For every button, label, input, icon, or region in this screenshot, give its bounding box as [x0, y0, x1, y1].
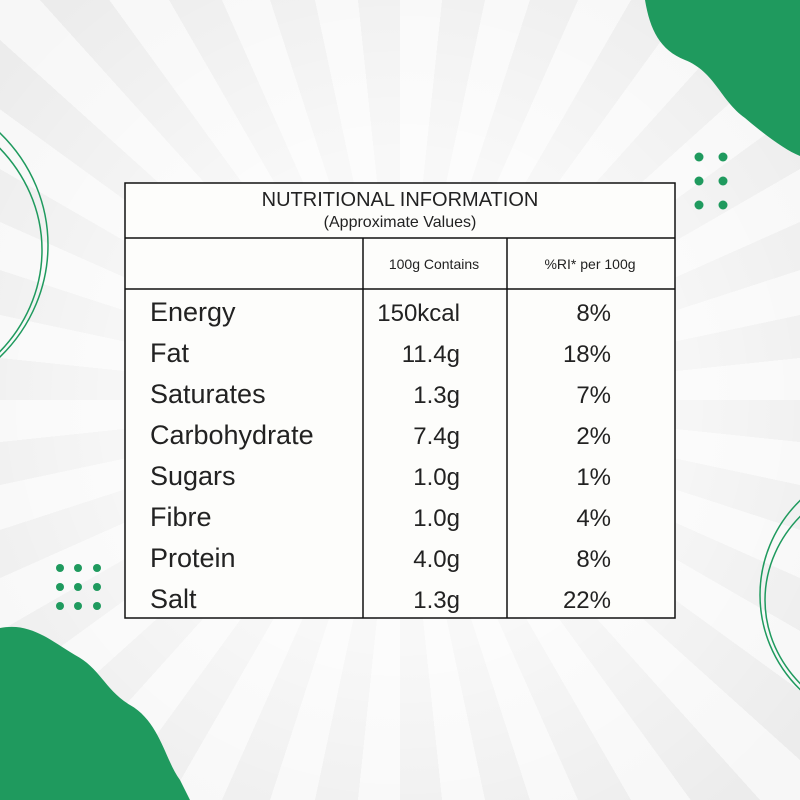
nutrient-name: Fat — [150, 338, 190, 368]
dots — [56, 152, 728, 610]
nutrient-name: Energy — [150, 297, 236, 327]
nutrient-name: Salt — [150, 584, 197, 614]
ring — [759, 499, 800, 691]
nutrient-name: Sugars — [150, 461, 236, 491]
amount: 7.4g — [413, 423, 460, 450]
amount: 1.3g — [413, 587, 460, 614]
amount: 1.0g — [413, 505, 460, 532]
ring — [764, 515, 800, 685]
amount: 1.0g — [413, 464, 460, 491]
ri-percent: 4% — [576, 505, 611, 532]
ring — [0, 132, 49, 358]
amount: 4.0g — [413, 546, 460, 573]
subtitle: (Approximate Values) — [324, 214, 477, 231]
column-header: %RI* per 100g — [544, 256, 635, 272]
nutrient-name: Fibre — [150, 502, 212, 532]
nutrient-name: Protein — [150, 543, 236, 573]
table-body: Energy 150kcal 8% Fat 11.4g 18% Saturates 1.3g 7… — [150, 297, 611, 614]
ri-percent: 8% — [576, 546, 611, 573]
amount: 1.3g — [413, 382, 460, 409]
ring — [0, 147, 43, 353]
column-header: 100g Contains — [389, 256, 479, 272]
ri-percent: 7% — [576, 382, 611, 409]
ri-percent: 22% — [563, 587, 611, 614]
ri-percent: 18% — [563, 341, 611, 368]
ri-percent: 8% — [576, 300, 611, 327]
table — [124, 182, 676, 619]
ri-percent: 1% — [576, 464, 611, 491]
blob — [0, 626, 190, 800]
amount: 11.4g — [402, 341, 460, 368]
nutrient-name: Saturates — [150, 379, 266, 409]
title: NUTRITIONAL INFORMATION — [262, 189, 539, 211]
blob — [645, 0, 800, 156]
ri-percent: 2% — [576, 423, 611, 450]
nutrient-name: Carbohydrate — [150, 420, 314, 450]
table-frame — [124, 182, 676, 619]
amount: 150kcal — [377, 300, 460, 327]
